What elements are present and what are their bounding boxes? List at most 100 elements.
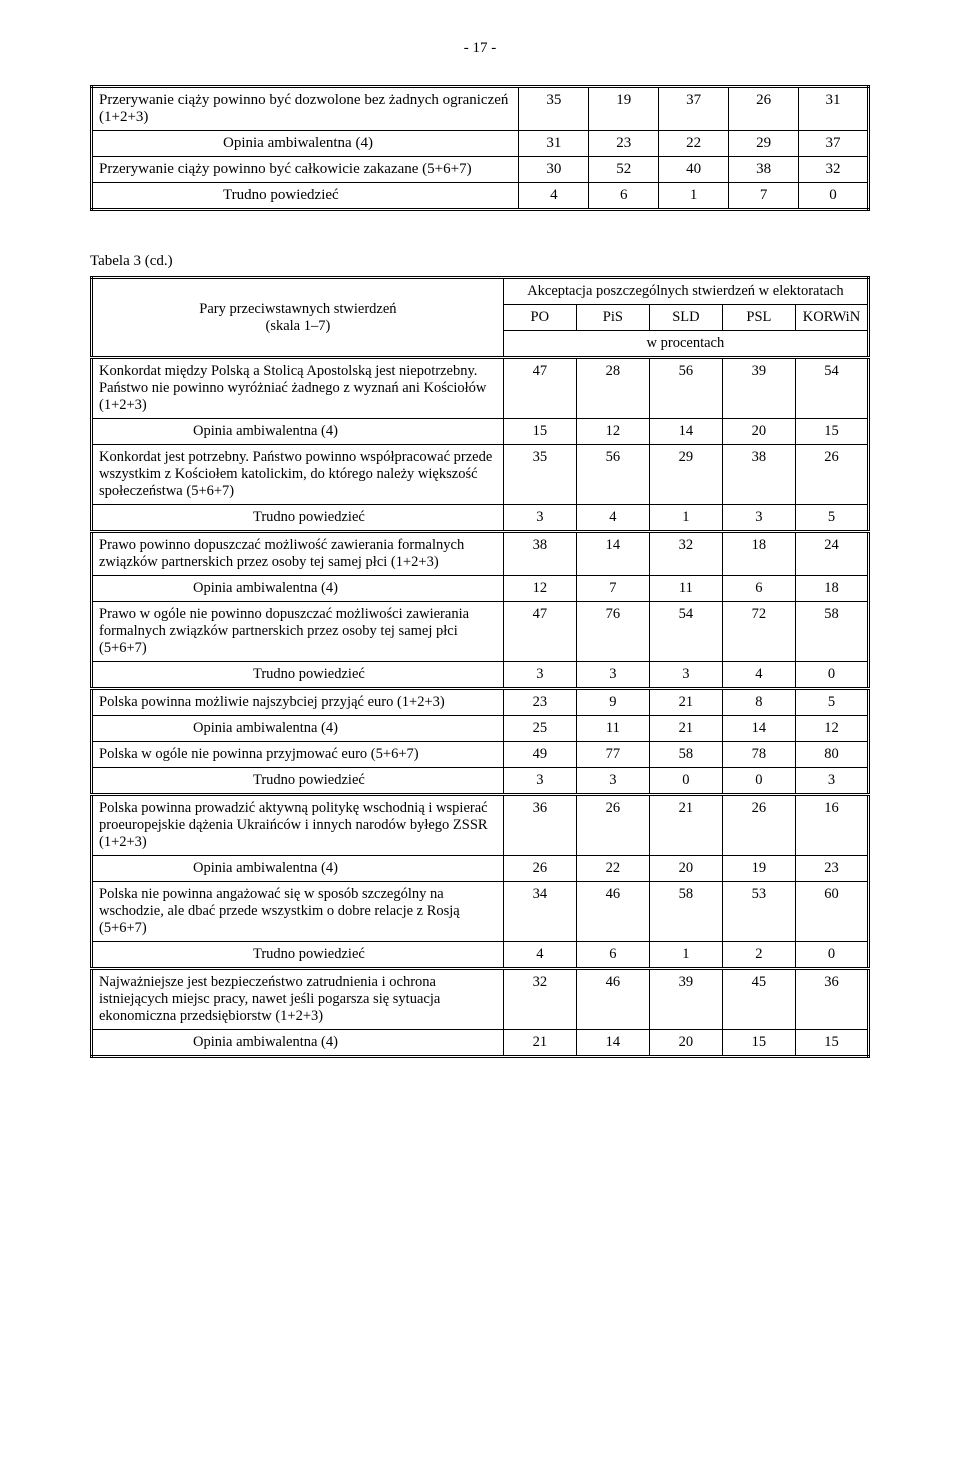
- t1-cell: 4: [519, 183, 589, 210]
- t2-row-label: Trudno powiedzieć: [92, 662, 504, 689]
- t2-row-label: Opinia ambiwalentna (4): [92, 576, 504, 602]
- t2-cell: 1: [649, 505, 722, 532]
- t1-cell: 52: [589, 157, 659, 183]
- t2-row-label: Opinia ambiwalentna (4): [92, 1030, 504, 1057]
- t2-cell: 6: [722, 576, 795, 602]
- t2-cell: 46: [576, 882, 649, 942]
- t2-party-header: PSL: [722, 305, 795, 331]
- t2-cell: 0: [649, 768, 722, 795]
- t2-cell: 35: [503, 445, 576, 505]
- t2-cell: 20: [649, 1030, 722, 1057]
- t2-header-left: Pary przeciwstawnych stwierdzeń (skala 1…: [92, 278, 504, 358]
- t2-cell: 11: [649, 576, 722, 602]
- t2-cell: 3: [576, 662, 649, 689]
- t2-cell: 12: [576, 419, 649, 445]
- t2-cell: 77: [576, 742, 649, 768]
- t2-cell: 12: [503, 576, 576, 602]
- t2-row-label: Polska w ogóle nie powinna przyjmować eu…: [92, 742, 504, 768]
- t2-cell: 14: [576, 1030, 649, 1057]
- t1-cell: 29: [729, 131, 799, 157]
- t2-header-top: Akceptacja poszczególnych stwierdzeń w e…: [503, 278, 868, 305]
- t1-cell: 6: [589, 183, 659, 210]
- t2-cell: 21: [649, 716, 722, 742]
- t2-cell: 38: [503, 532, 576, 576]
- t1-cell: 37: [799, 131, 869, 157]
- t2-cell: 4: [503, 942, 576, 969]
- t2-cell: 26: [722, 795, 795, 856]
- t2-cell: 29: [649, 445, 722, 505]
- t1-cell: 31: [519, 131, 589, 157]
- t2-cell: 24: [795, 532, 868, 576]
- t2-cell: 6: [576, 942, 649, 969]
- t2-row-label: Konkordat między Polską a Stolicą Aposto…: [92, 358, 504, 419]
- t2-row-label: Prawo powinno dopuszczać możliwość zawie…: [92, 532, 504, 576]
- t2-cell: 53: [722, 882, 795, 942]
- t1-cell: 23: [589, 131, 659, 157]
- t2-cell: 7: [576, 576, 649, 602]
- t2-party-header: PO: [503, 305, 576, 331]
- t2-cell: 26: [795, 445, 868, 505]
- t2-cell: 34: [503, 882, 576, 942]
- t2-cell: 54: [795, 358, 868, 419]
- t2-cell: 54: [649, 602, 722, 662]
- t2-cell: 18: [722, 532, 795, 576]
- t1-cell: 22: [659, 131, 729, 157]
- t2-cell: 2: [722, 942, 795, 969]
- t2-cell: 16: [795, 795, 868, 856]
- t2-cell: 58: [649, 882, 722, 942]
- t2-cell: 26: [503, 856, 576, 882]
- t2-row-label: Trudno powiedzieć: [92, 942, 504, 969]
- t1-cell: 1: [659, 183, 729, 210]
- t2-cell: 78: [722, 742, 795, 768]
- t2-cell: 8: [722, 689, 795, 716]
- t2-cell: 23: [503, 689, 576, 716]
- t2-cell: 12: [795, 716, 868, 742]
- t2-cell: 46: [576, 969, 649, 1030]
- t1-cell: 35: [519, 87, 589, 131]
- t1-row-label: Przerywanie ciąży powinno być całkowicie…: [92, 157, 519, 183]
- t2-cell: 14: [722, 716, 795, 742]
- t2-row-label: Polska powinna prowadzić aktywną polityk…: [92, 795, 504, 856]
- t2-cell: 4: [576, 505, 649, 532]
- t1-cell: 19: [589, 87, 659, 131]
- t2-row-label: Trudno powiedzieć: [92, 505, 504, 532]
- t2-cell: 3: [795, 768, 868, 795]
- t2-cell: 3: [722, 505, 795, 532]
- t2-cell: 39: [722, 358, 795, 419]
- t2-cell: 11: [576, 716, 649, 742]
- table-2: Pary przeciwstawnych stwierdzeń (skala 1…: [90, 276, 870, 1058]
- page-number: - 17 -: [90, 40, 870, 57]
- t2-row-label: Opinia ambiwalentna (4): [92, 716, 504, 742]
- t1-cell: 30: [519, 157, 589, 183]
- t2-cell: 45: [722, 969, 795, 1030]
- t2-row-label: Konkordat jest potrzebny. Państwo powinn…: [92, 445, 504, 505]
- t2-cell: 21: [503, 1030, 576, 1057]
- t2-row-label: Opinia ambiwalentna (4): [92, 419, 504, 445]
- t2-row-label: Opinia ambiwalentna (4): [92, 856, 504, 882]
- table-caption: Tabela 3 (cd.): [90, 253, 870, 270]
- t2-cell: 14: [576, 532, 649, 576]
- t2-cell: 47: [503, 602, 576, 662]
- t2-header-left-line2: (skala 1–7): [265, 318, 330, 334]
- t1-cell: 40: [659, 157, 729, 183]
- t2-cell: 3: [503, 662, 576, 689]
- t2-wproc: w procentach: [503, 331, 868, 358]
- t2-row-label: Polska nie powinna angażować się w sposó…: [92, 882, 504, 942]
- t2-cell: 22: [576, 856, 649, 882]
- table-1: Przerywanie ciąży powinno być dozwolone …: [90, 85, 870, 211]
- t2-cell: 32: [503, 969, 576, 1030]
- t2-cell: 3: [503, 505, 576, 532]
- t1-cell: 32: [799, 157, 869, 183]
- t2-cell: 58: [649, 742, 722, 768]
- t2-cell: 25: [503, 716, 576, 742]
- t2-cell: 80: [795, 742, 868, 768]
- t2-cell: 56: [576, 445, 649, 505]
- t2-cell: 23: [795, 856, 868, 882]
- t2-cell: 14: [649, 419, 722, 445]
- t1-cell: 31: [799, 87, 869, 131]
- t1-row-label: Opinia ambiwalentna (4): [92, 131, 519, 157]
- t2-row-label: Polska powinna możliwie najszybciej przy…: [92, 689, 504, 716]
- t2-cell: 5: [795, 505, 868, 532]
- t2-cell: 0: [722, 768, 795, 795]
- t1-cell: 38: [729, 157, 799, 183]
